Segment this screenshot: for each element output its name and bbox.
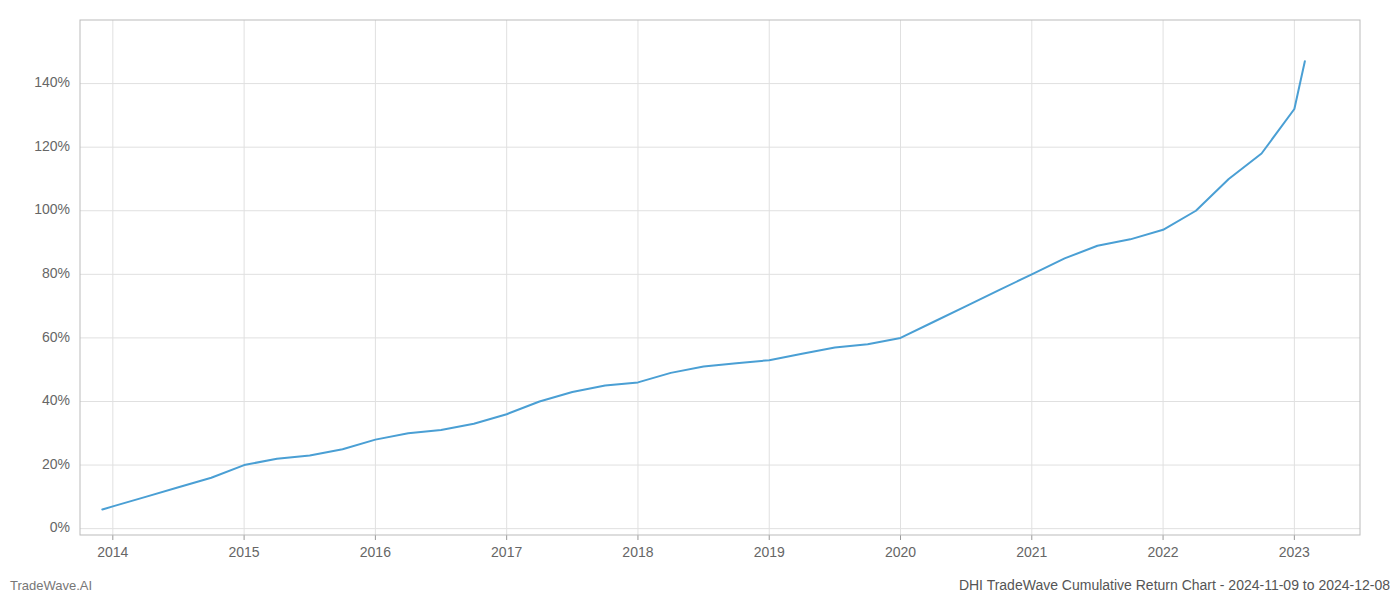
x-tick-label: 2019 — [754, 544, 785, 560]
y-tick-label: 40% — [42, 392, 70, 408]
y-tick-label: 100% — [34, 201, 70, 217]
y-tick-label: 80% — [42, 265, 70, 281]
chart-svg: 0% 20% 40% 60% 80% 100% 120% 140% 2014 2015 2016 20… — [0, 0, 1400, 600]
x-tick-label: 2022 — [1147, 544, 1178, 560]
x-grid-line — [1163, 20, 1164, 535]
x-tick — [244, 535, 245, 540]
x-tick — [112, 535, 113, 540]
x-tick — [1031, 535, 1032, 540]
y-tick-label: 20% — [42, 456, 70, 472]
plot-frame — [80, 20, 1360, 535]
x-tick-label: 2014 — [97, 544, 128, 560]
x-tick-label: 2016 — [360, 544, 391, 560]
x-tick-label: 2021 — [1016, 544, 1047, 560]
data-layer — [102, 61, 1305, 509]
y-grid-line — [80, 337, 1360, 338]
x-tick — [1294, 535, 1295, 540]
x-tick-label: 2017 — [491, 544, 522, 560]
y-grid-line — [80, 83, 1360, 84]
y-grid-line — [80, 274, 1360, 275]
x-grid-line — [244, 20, 245, 535]
x-tick — [1163, 535, 1164, 540]
y-tick-label: 0% — [50, 519, 70, 535]
y-tick-label: 60% — [42, 329, 70, 345]
title: DHI TradeWave Cumulative Return Chart - … — [959, 577, 1390, 593]
watermark: TradeWave.AI — [10, 578, 92, 593]
x-grid-line — [112, 20, 113, 535]
x-tick-label: 2015 — [229, 544, 260, 560]
grid — [80, 20, 1360, 535]
x-grid-line — [769, 20, 770, 535]
x-tick — [375, 535, 376, 540]
x-grid-line — [637, 20, 638, 535]
line — [102, 61, 1305, 509]
x-tick — [637, 535, 638, 540]
x-grid-line — [506, 20, 507, 535]
y-grid-line — [80, 528, 1360, 529]
y-grid-line — [80, 147, 1360, 148]
x-tick — [900, 535, 901, 540]
axes: 0% 20% 40% 60% 80% 100% 120% 140% 2014 2015 2016 20… — [34, 20, 1360, 560]
x-grid-line — [1031, 20, 1032, 535]
y-grid-line — [80, 401, 1360, 402]
y-grid-line — [80, 465, 1360, 466]
x-tick — [506, 535, 507, 540]
y-tick-label: 120% — [34, 138, 70, 154]
x-grid-line — [900, 20, 901, 535]
x-tick-label: 2018 — [622, 544, 653, 560]
chart-container: 0% 20% 40% 60% 80% 100% 120% 140% 2014 2015 2016 20… — [0, 0, 1400, 600]
x-tick — [769, 535, 770, 540]
x-tick-label: 2020 — [885, 544, 916, 560]
x-tick-label: 2023 — [1279, 544, 1310, 560]
y-grid-line — [80, 210, 1360, 211]
x-grid-line — [375, 20, 376, 535]
x-grid-line — [1294, 20, 1295, 535]
y-tick-label: 140% — [34, 74, 70, 90]
